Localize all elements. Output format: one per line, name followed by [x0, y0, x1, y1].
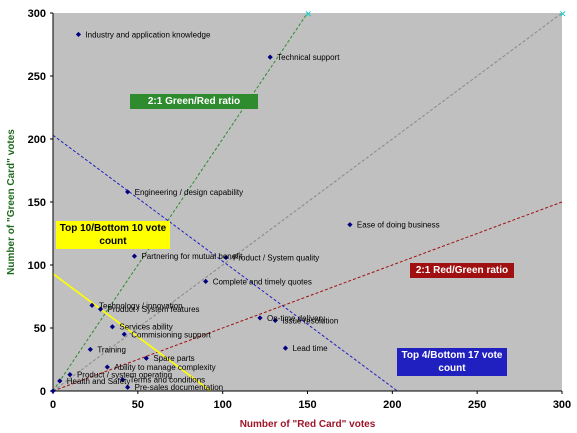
x-axis-title: Number of "Red Card" votes [240, 419, 376, 430]
x-tick-label: 150 [298, 399, 316, 411]
x-tick-label: 200 [383, 399, 401, 411]
point-label: On-time delivery [267, 314, 325, 323]
data-point [109, 324, 115, 330]
x-tick-label: 100 [213, 399, 231, 411]
data-point [104, 364, 110, 370]
point-label: Issue resolution [282, 316, 338, 325]
data-point [87, 346, 93, 353]
point-label: Training [97, 345, 126, 354]
x-tick-label: 50 [132, 399, 144, 411]
point-label: Terms and conditions [130, 376, 206, 385]
point-label: Spare parts [153, 354, 194, 363]
point-label: Ease of doing business [357, 221, 440, 230]
top10-bottom10-label: Top 10/Bottom 10 vote count [56, 221, 170, 249]
data-point [272, 317, 278, 324]
x-tick-label: 300 [553, 399, 571, 411]
tick-labels: 0 50 100 150 200 250 300 0 50 100 150 200 250 300 [28, 8, 572, 411]
point-label: Product / system operating [77, 371, 172, 380]
reference-line-1 [52, 201, 563, 392]
data-point [121, 331, 127, 337]
data-point [75, 31, 82, 38]
data-point [97, 306, 104, 312]
reference-lines: ✕ ✕ [52, 9, 567, 392]
data-point [267, 54, 273, 60]
data-point [203, 278, 209, 284]
point-label: Product / System features [108, 305, 200, 314]
point-label: Engineering / design capability [135, 188, 244, 197]
point-label: Ability to manage complexity [114, 363, 215, 372]
reference-line-3 [52, 134, 398, 392]
green-red-ratio-label: 2:1 Green/Red ratio [130, 94, 258, 109]
y-axis-title: Number of "Green Card" votes [6, 129, 17, 275]
data-point [131, 253, 138, 259]
point-labels: Industry and application knowledge Techni… [67, 30, 440, 392]
data-point [119, 377, 126, 383]
point-label: Partnering for mutual benefit [141, 252, 243, 261]
y-tick-label: 200 [28, 134, 46, 146]
data-point [125, 189, 131, 195]
data-point [57, 378, 63, 384]
y-tick-label: 250 [28, 71, 46, 83]
data-point [50, 388, 56, 394]
point-label: Technology / innovation [99, 301, 183, 310]
data-point [125, 384, 131, 390]
y-tick-label: 150 [28, 197, 46, 209]
x-tick-label: 0 [50, 399, 56, 411]
data-point [282, 345, 289, 351]
point-label: Health and Safety [67, 377, 131, 386]
y-tick-label: 50 [34, 323, 46, 335]
data-point [223, 254, 229, 261]
data-point [89, 302, 95, 308]
y-tick-label: 100 [28, 260, 46, 272]
data-point [347, 222, 353, 228]
line-end-marker: ✕ [305, 9, 313, 19]
data-point [143, 355, 149, 361]
data-point [257, 315, 263, 321]
point-label: Services ability [119, 323, 172, 332]
reference-line-4 [52, 273, 212, 392]
point-label: Technical support [277, 53, 340, 62]
reference-line-2 [52, 12, 563, 392]
point-label: Complete and timely quotes [213, 277, 312, 286]
point-label: Pre-sales documentation [135, 383, 224, 392]
y-tick-label: 0 [40, 386, 46, 398]
data-points [50, 31, 353, 394]
point-label: Lead time [292, 344, 328, 353]
x-tick-label: 250 [468, 399, 486, 411]
data-point [67, 372, 73, 378]
point-label: Product / System quality [233, 253, 319, 262]
red-green-ratio-label: 2:1 Red/Green ratio [410, 263, 514, 278]
line-end-marker: ✕ [559, 9, 567, 19]
reference-line-0 [52, 12, 308, 392]
y-tick-label: 300 [28, 8, 46, 20]
top4-bottom17-label: Top 4/Bottom 17 vote count [397, 348, 507, 376]
point-label: Commisioning support [131, 330, 211, 339]
point-label: Industry and application knowledge [85, 30, 211, 39]
